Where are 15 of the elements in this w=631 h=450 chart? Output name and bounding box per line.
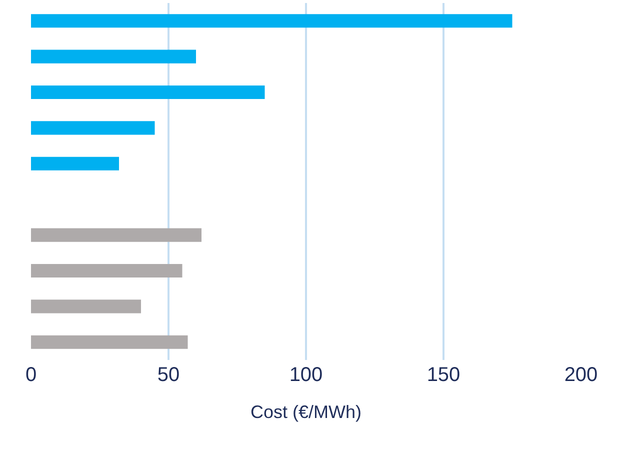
bar (31, 85, 265, 100)
bar (31, 228, 202, 242)
bar (31, 50, 196, 64)
bar (31, 264, 182, 278)
x-tick-label: 0 (25, 364, 37, 386)
bar (31, 156, 119, 170)
bar (31, 300, 141, 314)
bar (31, 335, 188, 349)
bar (31, 14, 512, 28)
x-axis-title: Cost (€/MWh) (250, 402, 362, 422)
x-tick-label: 50 (157, 364, 180, 386)
x-tick-label: 150 (426, 364, 460, 386)
x-tick-label: 200 (564, 364, 598, 386)
bar (31, 121, 155, 135)
x-tick-label: 100 (289, 364, 323, 386)
